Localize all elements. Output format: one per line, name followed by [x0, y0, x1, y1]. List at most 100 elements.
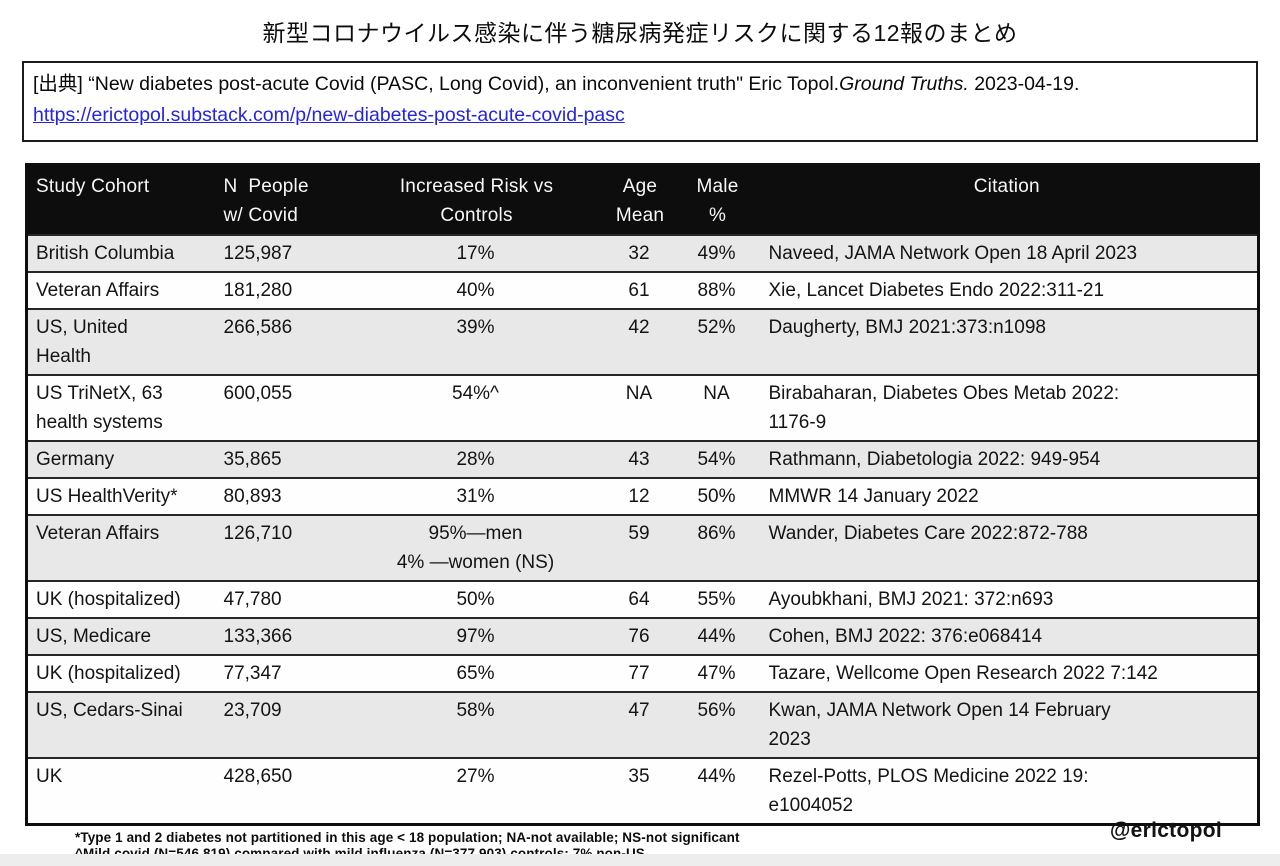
cell-risk: 65%: [456, 663, 495, 685]
table-row: Veteran Affairs 181,280 40% 61 88% Xie, …: [26, 272, 1259, 310]
cell-male: 44%: [697, 626, 736, 648]
cell-n: 428,650: [223, 766, 293, 788]
footnote-asterisk: *Type 1 and 2 diabetes not partitioned i…: [75, 829, 740, 845]
cell-n: 80,893: [223, 486, 282, 508]
page-title: 新型コロナウイルス感染に伴う糖尿病発症リスクに関する12報のまとめ: [262, 20, 1018, 46]
cell-n: 181,280: [223, 280, 293, 302]
cell-citation: Naveed, JAMA Network Open 18 April 2023: [768, 243, 1138, 265]
cell-n: 77,347: [223, 663, 282, 685]
cell-age: 32: [628, 243, 650, 265]
cell-citation: Cohen, BMJ 2022: 376:e068414: [768, 626, 1043, 648]
header-n-people: N People w/ Covid: [216, 164, 352, 236]
table-row: US, Cedars-Sinai 23,709 58% 47 56% Kwan,…: [26, 692, 1259, 759]
cell-cohort: British Columbia: [36, 243, 175, 265]
cell-citation: Birabaharan, Diabetes Obes Metab 2022: 1…: [768, 383, 1120, 434]
source-citation-text: [出典] “New diabetes post-acute Covid (PAS…: [33, 73, 840, 95]
cell-n: 47,780: [223, 589, 282, 611]
cell-n: 600,055: [223, 383, 293, 405]
cell-age: NA: [625, 383, 653, 405]
cell-age: 12: [628, 486, 650, 508]
table-row: US, Medicare 133,366 97% 76 44% Cohen, B…: [26, 618, 1259, 656]
cell-cohort: US, United Health: [36, 317, 128, 368]
cell-male: 86%: [697, 523, 736, 545]
cell-age: 42: [628, 317, 650, 339]
cell-male: 52%: [697, 317, 736, 339]
cell-risk: 17%: [456, 243, 495, 265]
source-link[interactable]: https://erictopol.substack.com/p/new-dia…: [33, 104, 625, 127]
cell-risk: 54%^: [452, 383, 499, 405]
table-row: US, United Health 266,586 39% 42 52% Dau…: [26, 309, 1259, 376]
table-header-row: Study Cohort N People w/ Covid Increased…: [26, 164, 1259, 236]
cell-male: 56%: [697, 700, 736, 722]
cell-male: 44%: [697, 766, 736, 788]
table-row: British Columbia 125,987 17% 32 49% Nave…: [26, 235, 1259, 273]
header-age-mean: Age Mean: [601, 164, 679, 236]
cell-male: 55%: [697, 589, 736, 611]
table-header: Study Cohort N People w/ Covid Increased…: [26, 164, 1259, 236]
cell-risk: 40%: [456, 280, 495, 302]
cell-citation: Ayoubkhani, BMJ 2021: 372:n693: [768, 589, 1054, 611]
cell-cohort: US TriNetX, 63 health systems: [36, 383, 163, 434]
cell-n: 23,709: [223, 700, 282, 722]
table-row: US HealthVerity* 80,893 31% 12 50% MMWR …: [26, 478, 1259, 516]
header-study-cohort: Study Cohort: [26, 164, 217, 236]
cell-n: 126,710: [223, 523, 293, 545]
cell-age: 59: [628, 523, 650, 545]
bottom-strip: [0, 854, 1280, 866]
cell-citation: Xie, Lancet Diabetes Endo 2022:311-21: [768, 280, 1105, 302]
cell-citation: MMWR 14 January 2022: [768, 486, 979, 508]
cell-cohort: Veteran Affairs: [36, 280, 160, 302]
table-row: UK (hospitalized) 47,780 50% 64 55% Ayou…: [26, 581, 1259, 619]
cell-citation: Kwan, JAMA Network Open 14 February 2023: [768, 700, 1111, 751]
cell-risk: 31%: [456, 486, 495, 508]
cell-n: 266,586: [223, 317, 293, 339]
cell-risk: 95%—men 4% —women (NS): [396, 523, 555, 574]
cell-risk: 50%: [456, 589, 495, 611]
header-citation: Citation: [756, 164, 1259, 236]
table-row: Veteran Affairs 126,710 95%—men 4% —wome…: [26, 515, 1259, 582]
cell-citation: Wander, Diabetes Care 2022:872-788: [768, 523, 1088, 545]
cell-cohort: US HealthVerity*: [36, 486, 178, 508]
cell-cohort: US, Cedars-Sinai: [36, 700, 183, 722]
cell-male: 49%: [697, 243, 736, 265]
cell-risk: 27%: [456, 766, 495, 788]
cell-citation: Tazare, Wellcome Open Research 2022 7:14…: [768, 663, 1158, 685]
cell-citation: Daugherty, BMJ 2021:373:n1098: [768, 317, 1046, 339]
cell-cohort: UK (hospitalized): [36, 663, 181, 685]
table-row: UK 428,650 27% 35 44% Rezel-Potts, PLOS …: [26, 758, 1259, 825]
source-citation-line: [出典] “New diabetes post-acute Covid (PAS…: [33, 69, 1247, 100]
cell-age: 61: [628, 280, 650, 302]
studies-table: Study Cohort N People w/ Covid Increased…: [25, 163, 1260, 826]
cell-age: 47: [628, 700, 650, 722]
cell-age: 35: [628, 766, 650, 788]
cell-age: 76: [628, 626, 650, 648]
source-work-title: Ground Truths.: [839, 73, 969, 95]
cell-male: 54%: [697, 449, 736, 471]
cell-risk: 28%: [456, 449, 495, 471]
header-increased-risk: Increased Risk vs Controls: [351, 164, 602, 236]
cell-cohort: Veteran Affairs: [36, 523, 160, 545]
cell-age: 77: [628, 663, 650, 685]
cell-risk: 39%: [456, 317, 495, 339]
source-date: 2023-04-19.: [968, 73, 1080, 95]
cell-n: 35,865: [223, 449, 282, 471]
cell-n: 125,987: [223, 243, 293, 265]
cell-citation: Rathmann, Diabetologia 2022: 949-954: [768, 449, 1101, 471]
table-row: US TriNetX, 63 health systems 600,055 54…: [26, 375, 1259, 442]
cell-cohort: UK (hospitalized): [36, 589, 181, 611]
cell-age: 64: [628, 589, 650, 611]
author-handle: @erictopol: [1109, 819, 1222, 842]
table-row: UK (hospitalized) 77,347 65% 77 47% Taza…: [26, 655, 1259, 693]
cell-male: 50%: [697, 486, 736, 508]
cell-risk: 58%: [456, 700, 495, 722]
cell-age: 43: [628, 449, 650, 471]
source-citation-box: [出典] “New diabetes post-acute Covid (PAS…: [22, 61, 1258, 143]
source-link-line: https://erictopol.substack.com/p/new-dia…: [33, 100, 1247, 131]
header-male-pct: Male %: [678, 164, 757, 236]
cell-male: 88%: [697, 280, 736, 302]
cell-n: 133,366: [223, 626, 293, 648]
table-body: British Columbia 125,987 17% 32 49% Nave…: [26, 235, 1259, 825]
table-row: Germany 35,865 28% 43 54% Rathmann, Diab…: [26, 441, 1259, 479]
cell-risk: 97%: [456, 626, 495, 648]
cell-male: 47%: [697, 663, 736, 685]
